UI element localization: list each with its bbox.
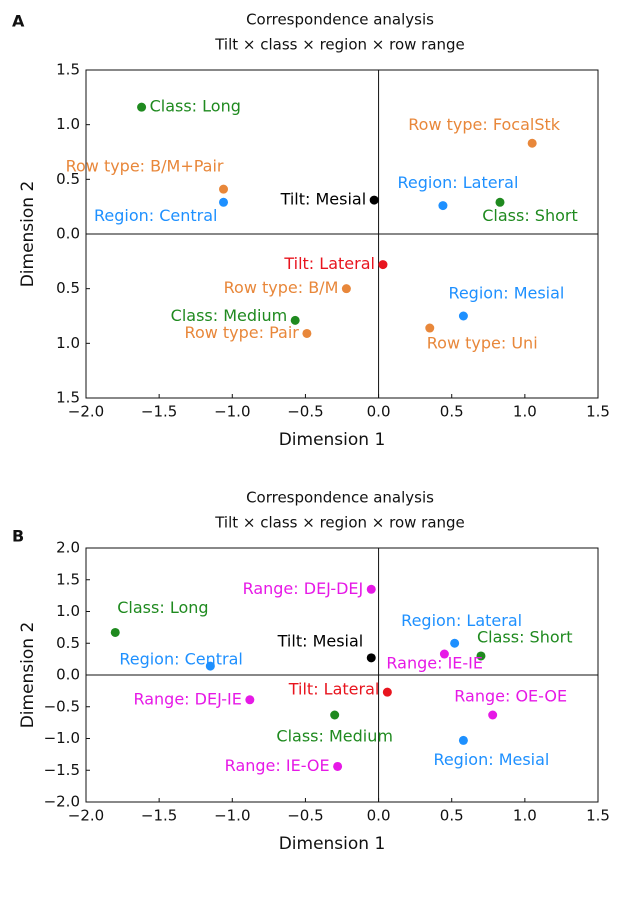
point: [137, 102, 147, 112]
y-tick-label: 0.5: [56, 170, 80, 188]
point-label: Range: DEJ-DEJ: [243, 579, 364, 598]
point-label: Class: Short: [477, 627, 573, 646]
point-label: Range: DEJ-IE: [133, 689, 241, 708]
y-axis-label: Dimension 2: [18, 622, 38, 729]
y-tick-label: 1.0: [56, 115, 80, 133]
point-label: Row type: B/M+Pair: [66, 157, 224, 176]
point: [438, 201, 448, 211]
point: [341, 284, 351, 294]
point-label: Range: OE-OE: [454, 687, 567, 706]
point: [425, 323, 435, 333]
point: [488, 710, 498, 720]
y-tick-label: 0.5: [56, 279, 80, 297]
x-tick-label: 0.5: [440, 403, 464, 421]
x-tick-label: −2.0: [68, 403, 104, 421]
y-tick-label: 2.0: [56, 539, 80, 557]
y-tick-label: −0.5: [44, 697, 80, 715]
x-tick-label: −1.0: [214, 403, 250, 421]
chart-subtitle: Tilt × class × region × row range: [214, 514, 465, 532]
y-tick-label: 1.5: [56, 570, 80, 588]
point: [458, 311, 468, 321]
point-label: Range: IE-OE: [225, 756, 330, 775]
y-tick-label: −1.5: [44, 761, 80, 779]
point-label: Tilt: Mesial: [280, 190, 367, 209]
point-label: Tilt: Lateral: [283, 254, 375, 273]
point: [302, 328, 312, 338]
point-label: Class: Short: [482, 206, 578, 225]
point: [205, 661, 215, 671]
point-label: Region: Central: [94, 206, 218, 225]
y-tick-label: −1.0: [44, 729, 80, 747]
point-label: Tilt: Lateral: [288, 680, 380, 699]
chart-title: Correspondence analysis: [246, 11, 434, 29]
point: [495, 197, 505, 207]
y-tick-label: 1.0: [56, 602, 80, 620]
point-label: Class: Long: [150, 97, 241, 116]
point-label: Row type: B/M: [224, 278, 339, 297]
point: [476, 651, 486, 661]
point: [219, 197, 229, 207]
point: [245, 695, 255, 705]
point: [333, 761, 343, 771]
x-tick-label: 0.0: [367, 403, 391, 421]
y-tick-label: 1.5: [56, 389, 80, 407]
point: [450, 638, 460, 648]
y-tick-label: 0.0: [56, 666, 80, 684]
chart-title: Correspondence analysis: [246, 489, 434, 507]
x-tick-label: −2.0: [68, 807, 104, 825]
x-axis-label: Dimension 1: [279, 430, 386, 450]
point-label: Row type: Uni: [427, 334, 538, 353]
point: [330, 710, 340, 720]
point: [290, 315, 300, 325]
point: [527, 138, 537, 148]
point-label: Region: Central: [119, 650, 243, 669]
point-label: Region: Lateral: [397, 173, 518, 192]
y-tick-label: 0.0: [56, 225, 80, 243]
x-axis-label: Dimension 1: [279, 834, 386, 854]
y-tick-label: 1.0: [56, 334, 80, 352]
point-label: Region: Lateral: [401, 611, 522, 630]
y-tick-label: 0.5: [56, 634, 80, 652]
point: [366, 653, 376, 663]
point: [369, 195, 379, 205]
point: [366, 584, 376, 594]
y-axis-label: Dimension 2: [18, 181, 38, 288]
x-tick-label: 1.0: [513, 807, 537, 825]
x-tick-label: −0.5: [287, 403, 323, 421]
point: [378, 260, 388, 270]
x-tick-label: 0.0: [367, 807, 391, 825]
panel-label: B: [12, 527, 24, 546]
x-tick-label: 0.5: [440, 807, 464, 825]
point: [110, 627, 120, 637]
point-label: Class: Medium: [276, 727, 393, 746]
point-label: Region: Mesial: [448, 284, 564, 303]
point-label: Class: Long: [117, 598, 208, 617]
y-tick-label: −2.0: [44, 793, 80, 811]
point-label: Tilt: Mesial: [277, 631, 364, 650]
x-tick-label: −1.0: [214, 807, 250, 825]
point-label: Region: Mesial: [433, 750, 549, 769]
x-tick-label: −1.5: [141, 403, 177, 421]
x-tick-label: −1.5: [141, 807, 177, 825]
x-tick-label: 1.0: [513, 403, 537, 421]
point-label: Class: Medium: [171, 306, 288, 325]
point: [458, 735, 468, 745]
chart-subtitle: Tilt × class × region × row range: [214, 36, 465, 54]
x-tick-label: 1.5: [586, 807, 610, 825]
point-label: Row type: Pair: [185, 323, 300, 342]
y-tick-label: 1.5: [56, 61, 80, 79]
panel-label: A: [12, 12, 25, 31]
point: [219, 184, 229, 194]
point: [382, 687, 392, 697]
point-label: Range: IE-IE: [386, 654, 483, 673]
point: [439, 649, 449, 659]
x-tick-label: −0.5: [287, 807, 323, 825]
x-tick-label: 1.5: [586, 403, 610, 421]
point-label: Row type: FocalStk: [408, 115, 560, 134]
